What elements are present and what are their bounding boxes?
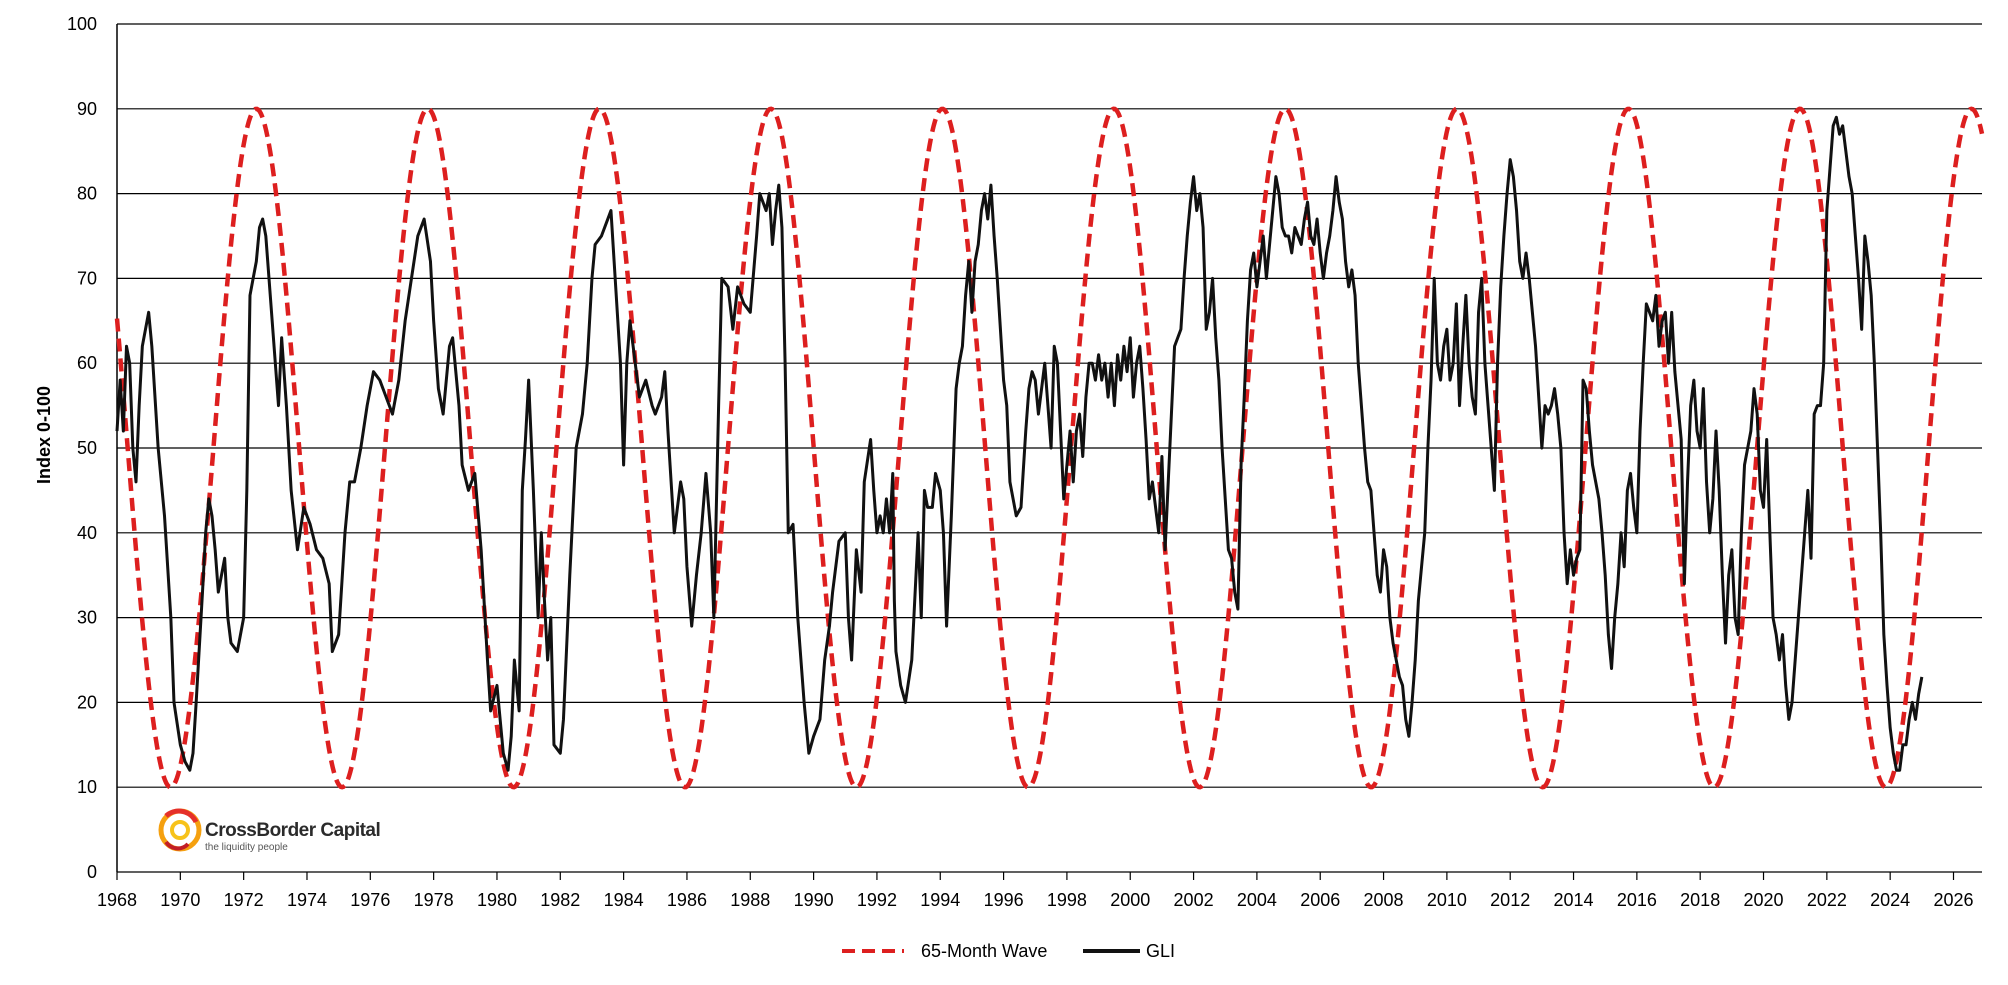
x-tick-label: 1972 bbox=[224, 890, 264, 910]
x-tick-label: 1988 bbox=[730, 890, 770, 910]
x-tick-label: 1998 bbox=[1047, 890, 1087, 910]
y-tick-label: 60 bbox=[77, 353, 97, 373]
y-tick-label: 30 bbox=[77, 608, 97, 628]
y-axis-ticks: 0 10 20 30 40 50 60 70 80 90 100 bbox=[67, 14, 97, 882]
x-tick-label: 2024 bbox=[1870, 890, 1910, 910]
x-tick-label: 1994 bbox=[920, 890, 960, 910]
series-line-gli bbox=[115, 115, 1924, 772]
x-tick-label: 1986 bbox=[667, 890, 707, 910]
legend-label-gli: GLI bbox=[1146, 941, 1175, 961]
legend-label-wave: 65-Month Wave bbox=[921, 941, 1047, 961]
x-tick-label: 2000 bbox=[1110, 890, 1150, 910]
series-line-65-month-wave bbox=[114, 106, 1985, 790]
x-tick-label: 2020 bbox=[1743, 890, 1783, 910]
grid-lines bbox=[116, 23, 1982, 873]
x-tick-label: 1970 bbox=[160, 890, 200, 910]
x-tick-label: 1996 bbox=[984, 890, 1024, 910]
x-tick-label: 1976 bbox=[350, 890, 390, 910]
x-tick-label: 1980 bbox=[477, 890, 517, 910]
x-tick-label: 2022 bbox=[1807, 890, 1847, 910]
crossborder-capital-logo: CrossBorder Capital the liquidity people bbox=[158, 808, 381, 853]
legend: 65-Month Wave GLI bbox=[842, 941, 1175, 961]
logo-name: CrossBorder Capital bbox=[205, 820, 380, 841]
x-tick-label: 2004 bbox=[1237, 890, 1277, 910]
y-tick-label: 10 bbox=[77, 777, 97, 797]
x-tick-label: 1978 bbox=[414, 890, 454, 910]
x-tick-label: 1984 bbox=[604, 890, 644, 910]
y-tick-label: 20 bbox=[77, 692, 97, 712]
x-tick-label: 1992 bbox=[857, 890, 897, 910]
x-tick-label: 1968 bbox=[97, 890, 137, 910]
x-tick-label: 1990 bbox=[794, 890, 834, 910]
logo-swirl-icon bbox=[158, 808, 202, 852]
y-tick-label: 90 bbox=[77, 99, 97, 119]
y-tick-label: 80 bbox=[77, 184, 97, 204]
y-tick-label: 40 bbox=[77, 523, 97, 543]
series-layer bbox=[114, 106, 1985, 790]
x-axis-ticks: 1968 1970 1972 1974 1976 1978 1980 1982 1984 1986… bbox=[97, 872, 1974, 910]
x-tick-label: 1974 bbox=[287, 890, 327, 910]
y-tick-label: 100 bbox=[67, 14, 97, 34]
x-tick-label: 1982 bbox=[540, 890, 580, 910]
logo-tagline: the liquidity people bbox=[205, 842, 288, 853]
x-tick-label: 2014 bbox=[1554, 890, 1594, 910]
y-tick-label: 0 bbox=[87, 862, 97, 882]
x-tick-label: 2010 bbox=[1427, 890, 1467, 910]
x-tick-label: 2002 bbox=[1174, 890, 1214, 910]
x-tick-label: 2026 bbox=[1933, 890, 1973, 910]
x-tick-label: 2018 bbox=[1680, 890, 1720, 910]
y-tick-label: 50 bbox=[77, 438, 97, 458]
x-tick-label: 2016 bbox=[1617, 890, 1657, 910]
y-tick-label: 70 bbox=[77, 268, 97, 288]
x-tick-label: 2008 bbox=[1364, 890, 1404, 910]
x-tick-label: 2012 bbox=[1490, 890, 1530, 910]
y-axis-title: Index 0-100 bbox=[34, 386, 54, 484]
x-tick-label: 2006 bbox=[1300, 890, 1340, 910]
